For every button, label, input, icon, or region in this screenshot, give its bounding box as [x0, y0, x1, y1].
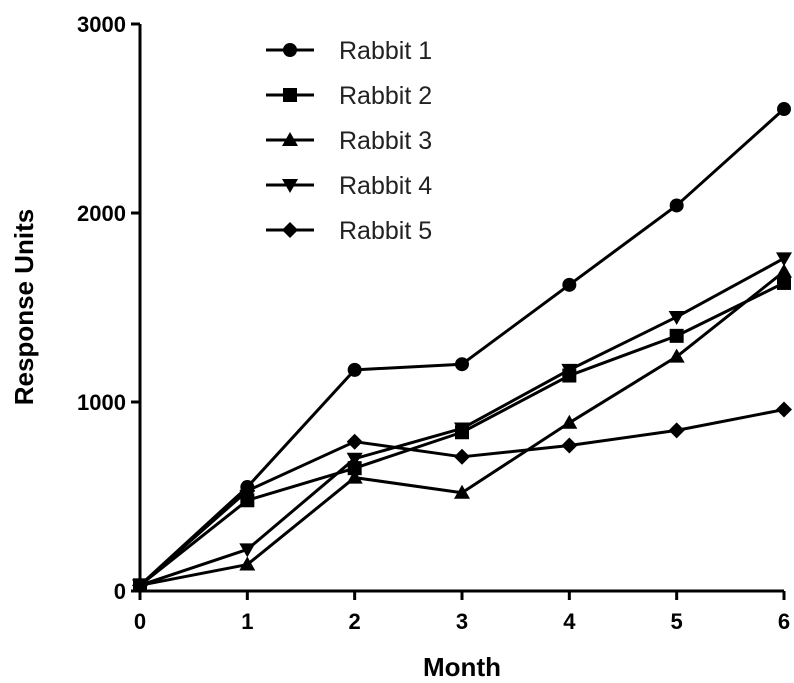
data-point-rabbit-4 [561, 363, 578, 378]
data-point-rabbit-5 [239, 482, 256, 499]
data-point-rabbit-4 [239, 543, 256, 558]
axes [138, 24, 784, 593]
data-point-rabbit-3 [346, 469, 363, 484]
x-tick-label: 3 [456, 609, 468, 634]
legend-label: Rabbit 3 [339, 127, 432, 155]
data-point-rabbit-5 [668, 422, 685, 439]
legend-marker [282, 179, 298, 193]
y-axis-title: Response Units [9, 209, 39, 406]
data-point-rabbit-5 [132, 577, 148, 594]
data-point-rabbit-4 [346, 452, 363, 467]
legend-label: Rabbit 5 [339, 217, 432, 245]
data-point-rabbit-5 [776, 401, 792, 418]
data-point-rabbit-1 [455, 357, 469, 372]
series-markers [132, 102, 792, 594]
series-line-rabbit-4 [139, 257, 785, 587]
y-tick-label: 1000 [77, 390, 126, 415]
data-point-rabbit-2 [669, 328, 684, 343]
tick-labels: 0 1 2 3 4 5 6 0 1000 2000 3000 [77, 12, 790, 634]
data-point-rabbit-1 [669, 198, 684, 213]
data-point-rabbit-2 [347, 461, 362, 476]
legend-label: Rabbit 1 [339, 37, 432, 65]
data-point-rabbit-5 [561, 437, 578, 454]
legend-marker [283, 43, 297, 57]
data-point-rabbit-4 [668, 310, 685, 325]
legend-marker [283, 88, 297, 102]
x-tick-label: 1 [241, 609, 253, 634]
legend-label: Rabbit 4 [339, 172, 432, 200]
data-point-rabbit-3 [561, 414, 578, 429]
data-point-rabbit-3 [776, 263, 792, 278]
data-point-rabbit-3 [668, 348, 685, 363]
x-tick-label: 5 [671, 609, 683, 634]
x-tick-label: 4 [563, 609, 576, 634]
x-tick-label: 6 [778, 609, 790, 634]
series-lines [138, 107, 786, 587]
legend-marker [282, 222, 298, 238]
data-point-rabbit-5 [454, 448, 470, 465]
data-point-rabbit-2 [777, 275, 791, 290]
legend-label: Rabbit 2 [339, 82, 432, 110]
data-point-rabbit-3 [239, 556, 256, 571]
data-point-rabbit-5 [346, 433, 363, 450]
data-point-rabbit-2 [240, 493, 255, 508]
legend-marker [282, 132, 298, 146]
data-point-rabbit-1 [562, 277, 577, 292]
data-point-rabbit-4 [776, 252, 792, 267]
data-point-rabbit-4 [454, 422, 470, 437]
x-tick-label: 2 [349, 609, 361, 634]
y-tick-label: 3000 [77, 12, 126, 37]
legend: Rabbit 1 Rabbit 2 Rabbit 3 Rabbit 4 Rabbit 5 [266, 37, 432, 245]
x-tick-label: 0 [134, 609, 146, 634]
data-point-rabbit-1 [347, 362, 362, 377]
data-point-rabbit-3 [454, 484, 470, 499]
y-tick-label: 0 [114, 579, 126, 604]
y-tick-label: 2000 [77, 201, 126, 226]
x-axis-title: Month [423, 652, 501, 682]
data-point-rabbit-1 [777, 102, 791, 117]
